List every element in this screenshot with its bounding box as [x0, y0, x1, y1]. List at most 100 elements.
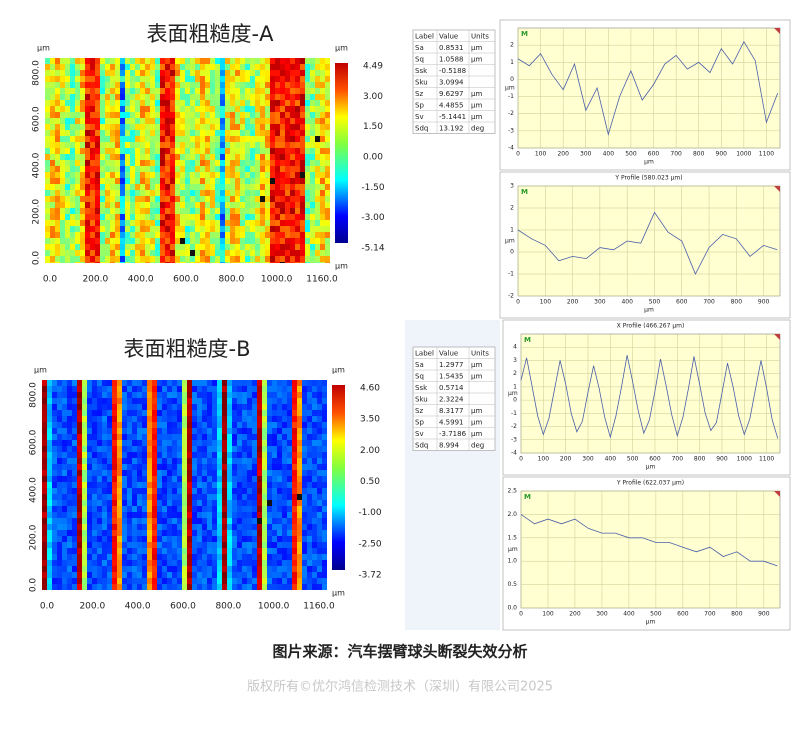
map-cell [252, 566, 257, 572]
map-cell [305, 172, 310, 178]
map-cell [247, 566, 252, 572]
badge: M [521, 30, 528, 38]
map-cell [175, 256, 180, 262]
table-cell: 8.3177 [439, 407, 464, 415]
map-cell [292, 452, 297, 458]
map-cell [115, 196, 120, 202]
map-cell [135, 148, 140, 154]
map-cell [127, 566, 132, 572]
map-cell [52, 494, 57, 500]
map-cell [180, 154, 185, 160]
map-cell [82, 578, 87, 584]
map-cell [85, 70, 90, 76]
map-cell [225, 238, 230, 244]
map-cell [322, 392, 327, 398]
map-cell [145, 154, 150, 160]
map-cell [62, 386, 67, 392]
map-cell [197, 494, 202, 500]
map-cell [245, 58, 250, 64]
map-cell [142, 500, 147, 506]
map-cell [110, 106, 115, 112]
map-cell [77, 410, 82, 416]
map-cell [95, 148, 100, 154]
map-cell [45, 160, 50, 166]
map-cell [47, 572, 52, 578]
map-cell [87, 578, 92, 584]
map-cell [297, 584, 302, 590]
map-cell [185, 184, 190, 190]
map-cell [290, 202, 295, 208]
map-cell [240, 118, 245, 124]
map-cell [180, 214, 185, 220]
map-cell [240, 226, 245, 232]
map-cell [130, 196, 135, 202]
map-cell [207, 434, 212, 440]
map-cell [290, 232, 295, 238]
map-cell [250, 160, 255, 166]
map-cell [117, 560, 122, 566]
map-cell [52, 560, 57, 566]
map-cell [190, 118, 195, 124]
map-cell [267, 506, 272, 512]
map-cell [252, 416, 257, 422]
map-cell [282, 422, 287, 428]
map-cell [72, 440, 77, 446]
map-cell [247, 578, 252, 584]
map-cell [205, 94, 210, 100]
map-cell [205, 172, 210, 178]
map-cell [177, 392, 182, 398]
map-cell [215, 220, 220, 226]
map-cell [95, 136, 100, 142]
map-cell [85, 166, 90, 172]
map-cell [225, 244, 230, 250]
map-cell [182, 404, 187, 410]
map-cell [270, 226, 275, 232]
map-cell [120, 226, 125, 232]
map-cell [297, 560, 302, 566]
map-cell [275, 142, 280, 148]
map-cell [60, 154, 65, 160]
map-x-tick: 1000.0 [261, 275, 293, 285]
map-cell [217, 446, 222, 452]
map-cell [325, 244, 330, 250]
map-cell [110, 70, 115, 76]
map-cell [282, 398, 287, 404]
map-cell [130, 100, 135, 106]
map-cell [222, 476, 227, 482]
map-cell [95, 70, 100, 76]
map-cell [175, 148, 180, 154]
map-cell [90, 232, 95, 238]
map-cell [310, 214, 315, 220]
map-cell [237, 440, 242, 446]
map-cell [107, 512, 112, 518]
map-cell [285, 148, 290, 154]
map-cell [137, 422, 142, 428]
map-cell [197, 428, 202, 434]
map-cell [270, 250, 275, 256]
map-cell [85, 76, 90, 82]
map-x-tick: 1160.0 [306, 275, 338, 285]
map-cell [150, 226, 155, 232]
map-cell [162, 470, 167, 476]
map-cell [177, 464, 182, 470]
map-cell [57, 512, 62, 518]
map-cell [127, 404, 132, 410]
map-cell [170, 196, 175, 202]
map-cell [275, 76, 280, 82]
map-cell [192, 416, 197, 422]
map-cell [205, 100, 210, 106]
map-cell [222, 416, 227, 422]
map-cell [75, 244, 80, 250]
map-cell [120, 262, 125, 263]
map-cell [177, 476, 182, 482]
map-cell [220, 166, 225, 172]
map-cell [192, 476, 197, 482]
map-cell [207, 398, 212, 404]
map-cell [282, 542, 287, 548]
map-cell [157, 440, 162, 446]
map-cell [45, 88, 50, 94]
map-cell [85, 184, 90, 190]
map-cell [62, 422, 67, 428]
map-cell [277, 512, 282, 518]
map-cell [167, 416, 172, 422]
